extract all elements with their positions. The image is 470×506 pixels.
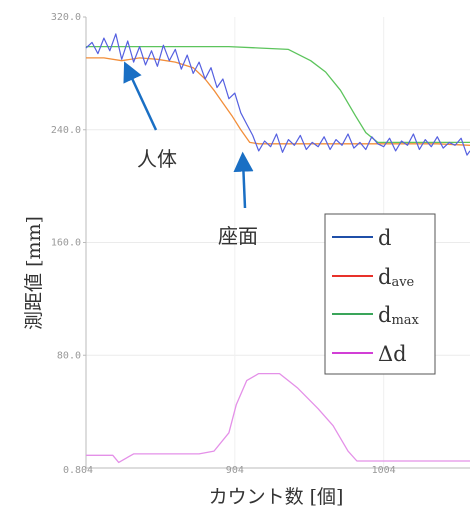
y-axis-label: 測距値 [mm] (23, 216, 45, 330)
x-axis-label: カウント数 [個] (209, 486, 344, 506)
annotation-human: 人体 (137, 147, 177, 171)
legend-label-0: d (378, 226, 391, 250)
legend-subscript-2: max (391, 313, 419, 328)
legend-label-3: Δd (378, 342, 407, 366)
y-tick-label: 160.0 (51, 238, 81, 249)
arrow-human (123, 61, 158, 131)
arrow-seat (233, 151, 254, 209)
y-tick-label: 320.0 (51, 12, 81, 23)
y-tick-label: 240.0 (51, 125, 81, 136)
series-delta-d-line (86, 372, 470, 464)
axes: 320.0 240.0 160.0 80.0 0.804 904 1004 (51, 12, 470, 476)
series-lines (85, 33, 470, 464)
legend-subscript-1: ave (391, 275, 414, 290)
y-tick-label: 80.0 (57, 350, 81, 361)
x-tick-label: 1004 (372, 465, 396, 476)
x-tick-label: 904 (226, 465, 244, 476)
legend-box (324, 213, 436, 375)
series-d-line (85, 33, 470, 156)
series-d-max-line (86, 45, 470, 144)
x-tick-label: 0.804 (63, 465, 93, 476)
annotation-seat: 座面 (218, 224, 258, 248)
